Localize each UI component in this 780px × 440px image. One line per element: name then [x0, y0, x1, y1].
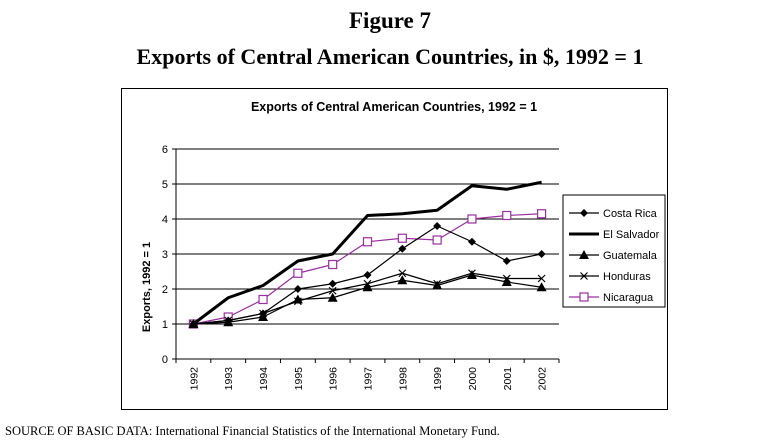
legend-item-guatemala: Guatemala [569, 250, 658, 262]
y-tick-label-4: 4 [162, 214, 168, 226]
legend-label-honduras: Honduras [603, 271, 651, 283]
point-costa-rica-1997 [363, 271, 372, 279]
point-guatemala-1997 [362, 282, 373, 292]
point-nicaragua-1997 [362, 237, 373, 247]
point-costa-rica-2001 [502, 257, 511, 265]
point-guatemala-2002 [536, 282, 547, 292]
y-tick-labels: 0 1 2 3 4 5 6 [162, 144, 168, 366]
source-note: SOURCE OF BASIC DATA: International Fina… [5, 424, 500, 438]
x-tick-label-1997: 1997 [363, 367, 375, 391]
series-el-salvador [192, 180, 542, 326]
x-tick-label-1998: 1998 [397, 367, 409, 391]
point-nicaragua-1994 [258, 294, 268, 305]
y-tick-label-1: 1 [162, 319, 168, 331]
legend-label-costa-rica: Costa Rica [603, 208, 658, 220]
x-tick-label-1993: 1993 [223, 367, 235, 391]
point-honduras-1998-stroke-b [398, 269, 407, 278]
legend-marker-costa-rica [580, 209, 588, 217]
point-nicaragua-1998 [397, 233, 407, 243]
point-costa-rica-2002 [537, 250, 546, 258]
point-honduras-2002-stroke-b [537, 274, 546, 283]
gridlines [176, 148, 559, 325]
legend-marker-honduras [580, 272, 588, 280]
point-honduras-1996 [328, 286, 337, 295]
series-nicaragua [188, 209, 547, 329]
legend-label-guatemala: Guatemala [603, 250, 658, 262]
axes [172, 148, 560, 363]
legend-item-nicaragua: Nicaragua [569, 292, 654, 304]
y-tick-label-5: 5 [162, 179, 168, 191]
point-nicaragua-2002 [536, 209, 547, 219]
point-costa-rica-2000 [467, 237, 476, 246]
legend-label-nicaragua: Nicaragua [603, 292, 654, 304]
line-honduras [193, 272, 542, 325]
chart-title: Exports of Central American Countries, 1… [251, 100, 537, 114]
x-tick-label-1999: 1999 [432, 367, 444, 391]
point-honduras-2002 [537, 274, 546, 283]
x-tick-label-2002: 2002 [537, 367, 549, 391]
legend-marker-honduras-stroke-b [580, 272, 588, 280]
legend-item-honduras: Honduras [569, 271, 651, 283]
chart-frame: Exports of Central American Countries, 1… [121, 88, 668, 410]
point-guatemala-1995 [292, 294, 303, 304]
point-guatemala-1993 [223, 317, 234, 327]
legend-item-el-salvador: El Salvador [569, 229, 660, 241]
point-nicaragua-1996 [328, 259, 338, 270]
line-el-salvador [192, 180, 542, 326]
figure-label: Figure 7 [349, 8, 431, 33]
point-guatemala-1999 [432, 280, 443, 290]
line-chart: Exports of Central American Countries, 1… [141, 100, 666, 391]
legend-label-el-salvador: El Salvador [603, 229, 660, 241]
x-tick-label-1995: 1995 [293, 367, 305, 391]
point-costa-rica-1995 [293, 285, 302, 293]
x-tick-label-1992: 1992 [188, 367, 200, 391]
legend-marker-guatemala [579, 250, 589, 259]
y-tick-label-0: 0 [162, 354, 168, 366]
point-honduras-1996-stroke-b [328, 286, 337, 295]
legend: Costa Rica El Salvador Guatemala Honduras Ni… [562, 194, 666, 308]
point-nicaragua-2000 [467, 214, 477, 224]
point-nicaragua-1999 [432, 235, 442, 245]
legend-box [562, 194, 666, 308]
point-costa-rica-1999 [433, 222, 442, 230]
point-guatemala-1996 [327, 292, 338, 302]
point-nicaragua-1995 [293, 268, 303, 278]
y-axis-label: Exports, 1992 = 1 [141, 242, 153, 332]
point-costa-rica-1996 [328, 279, 337, 288]
x-tick-label-2001: 2001 [502, 367, 514, 391]
point-costa-rica-1998 [398, 244, 407, 253]
legend-item-costa-rica: Costa Rica [569, 208, 658, 220]
point-guatemala-2001 [501, 277, 512, 286]
point-nicaragua-2001 [502, 210, 512, 221]
x-tick-label-2000: 2000 [467, 367, 479, 391]
x-tick-labels: 1992 1993 1994 1995 1996 1997 1998 1999 2000 2001… [188, 367, 548, 391]
point-honduras-1998 [398, 269, 407, 278]
series-lines [188, 180, 547, 329]
point-guatemala-1998 [397, 275, 408, 285]
line-nicaragua [193, 213, 542, 325]
x-tick-label-1994: 1994 [258, 367, 270, 391]
figure-title: Exports of Central American Countries, i… [136, 44, 644, 69]
y-tick-label-2: 2 [162, 284, 168, 296]
point-guatemala-2000 [466, 270, 477, 279]
x-tick-label-1996: 1996 [328, 367, 340, 391]
point-guatemala-1994 [258, 312, 269, 321]
y-tick-label-6: 6 [162, 144, 168, 156]
y-tick-label-3: 3 [162, 249, 168, 261]
legend-marker-nicaragua [579, 292, 589, 302]
